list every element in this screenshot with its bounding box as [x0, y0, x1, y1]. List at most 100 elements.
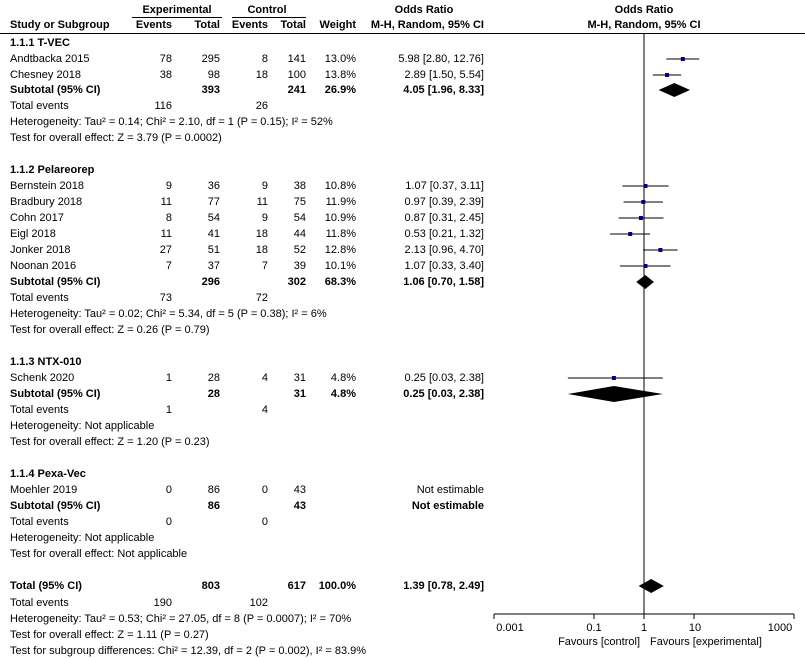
study-total-exp: 77	[207, 196, 220, 208]
study-total-ctrl: 141	[287, 53, 306, 65]
study-events-ctrl: 0	[261, 484, 268, 496]
study-point-estimate	[611, 376, 616, 380]
study-events-exp: 8	[165, 212, 172, 224]
col-events-exp: Events	[135, 19, 172, 31]
study-name: Eigl 2018	[10, 228, 56, 240]
axis-tick-label: 1000	[767, 622, 793, 634]
study-total-ctrl: 38	[293, 180, 306, 192]
study-name: Jonker 2018	[10, 244, 71, 256]
col-events-ctrl: Events	[231, 19, 268, 31]
pooled-estimate-diamond	[636, 275, 654, 289]
axis-tick-label: 0.1	[586, 622, 602, 634]
total-events-label: Total events	[10, 597, 69, 609]
subgroup-differences-text: Test for subgroup differences: Chi² = 12…	[10, 645, 367, 657]
total-events-ctrl: 102	[249, 597, 268, 609]
study-events-exp: 0	[165, 484, 172, 496]
study-name: Bernstein 2018	[10, 180, 84, 192]
col-study: Study or Subgroup	[10, 19, 110, 31]
odds-ratio-header-right: Odds Ratio	[614, 4, 674, 16]
col-method-right: M-H, Random, 95% CI	[587, 19, 701, 31]
axis-tick-label: 1	[640, 622, 648, 634]
study-events-ctrl: 4	[261, 372, 268, 384]
subtotal-weight: 68.3%	[324, 276, 356, 288]
study-total-exp: 37	[207, 260, 220, 272]
pooled-estimate-diamond	[658, 83, 691, 97]
total-events-label: Total events	[10, 100, 69, 112]
total-events-exp: 116	[154, 100, 172, 112]
subtotal-ci: 1.06 [0.70, 1.58]	[403, 276, 484, 288]
total-events-exp: 190	[153, 597, 172, 609]
study-ci: 1.07 [0.37, 3.11]	[405, 180, 484, 192]
study-events-ctrl: 9	[261, 212, 268, 224]
study-ci: Not estimable	[416, 484, 484, 496]
study-weight: 10.1%	[324, 260, 356, 272]
experimental-underline	[132, 17, 222, 18]
subtotal-ci: 0.25 [0.03, 2.38]	[403, 388, 484, 400]
control-underline	[232, 17, 306, 18]
total-label: Total (95% CI)	[10, 580, 82, 592]
subgroup-title: 1.1.2 Pelareorep	[10, 164, 95, 176]
total-events-exp: 0	[165, 516, 172, 528]
study-total-exp: 295	[201, 53, 220, 65]
study-point-estimate	[638, 216, 643, 220]
study-point-estimate	[628, 232, 633, 236]
study-name: Cohn 2017	[10, 212, 64, 224]
subgroup-title: 1.1.4 Pexa-Vec	[10, 468, 86, 480]
overall-effect-text: Test for overall effect: Not applicable	[10, 548, 188, 560]
study-events-exp: 7	[165, 260, 172, 272]
subtotal-label: Subtotal (95% CI)	[10, 276, 101, 288]
subgroup-title: 1.1.1 T-VEC	[10, 37, 70, 49]
study-point-estimate	[643, 184, 648, 188]
study-total-ctrl: 52	[293, 244, 306, 256]
favours-control-label: Favours [control]	[558, 636, 640, 648]
study-point-estimate	[641, 200, 646, 204]
study-ci: 2.13 [0.96, 4.70]	[404, 244, 484, 256]
subtotal-total-ctrl: 31	[293, 388, 306, 400]
total-events-exp: 1	[165, 404, 172, 416]
axis-tick-label: 10	[688, 622, 702, 634]
study-events-exp: 9	[165, 180, 172, 192]
total-events-exp: 73	[159, 292, 172, 304]
study-ci: 1.07 [0.33, 3.40]	[404, 260, 484, 272]
study-events-ctrl: 18	[255, 244, 268, 256]
study-name: Noonan 2016	[10, 260, 77, 272]
axis-tick-label: 0.001	[496, 622, 524, 634]
subtotal-label: Subtotal (95% CI)	[10, 500, 101, 512]
study-point-estimate	[680, 57, 685, 61]
favours-experimental-label: Favours [experimental]	[650, 636, 762, 648]
total-ci: 1.39 [0.78, 2.49]	[403, 580, 484, 592]
study-events-exp: 1	[165, 372, 172, 384]
subtotal-weight: 26.9%	[324, 84, 356, 96]
total-events-label: Total events	[10, 292, 69, 304]
study-total-ctrl: 31	[293, 372, 306, 384]
pooled-estimate-diamond	[567, 386, 663, 402]
overall-effect-text: Test for overall effect: Z = 1.20 (P = 0…	[10, 436, 210, 448]
study-ci: 0.25 [0.03, 2.38]	[404, 372, 484, 384]
study-weight: 13.8%	[324, 69, 356, 81]
study-weight: 11.9%	[325, 196, 356, 208]
study-events-ctrl: 11	[256, 196, 268, 208]
col-total-exp: Total	[194, 19, 220, 31]
heterogeneity-text: Heterogeneity: Not applicable	[10, 420, 155, 432]
subtotal-label: Subtotal (95% CI)	[10, 388, 101, 400]
study-events-ctrl: 9	[261, 180, 268, 192]
study-total-exp: 51	[207, 244, 220, 256]
total-total-ctrl: 617	[287, 580, 306, 592]
study-events-ctrl: 7	[261, 260, 268, 272]
subtotal-ci: Not estimable	[411, 500, 484, 512]
total-events-label: Total events	[10, 516, 69, 528]
col-total-ctrl: Total	[280, 19, 306, 31]
subtotal-total-ctrl: 43	[293, 500, 306, 512]
subtotal-weight: 4.8%	[330, 388, 356, 400]
subtotal-total-exp: 28	[207, 388, 220, 400]
study-total-exp: 41	[207, 228, 220, 240]
study-events-exp: 78	[159, 53, 172, 65]
study-name: Chesney 2018	[10, 69, 81, 81]
study-weight: 4.8%	[330, 372, 356, 384]
odds-ratio-header-left: Odds Ratio	[394, 4, 454, 16]
overall-effect-text: Test for overall effect: Z = 3.79 (P = 0…	[10, 132, 222, 144]
study-total-exp: 36	[207, 180, 220, 192]
study-events-exp: 38	[159, 69, 172, 81]
study-ci: 0.87 [0.31, 2.45]	[404, 212, 484, 224]
